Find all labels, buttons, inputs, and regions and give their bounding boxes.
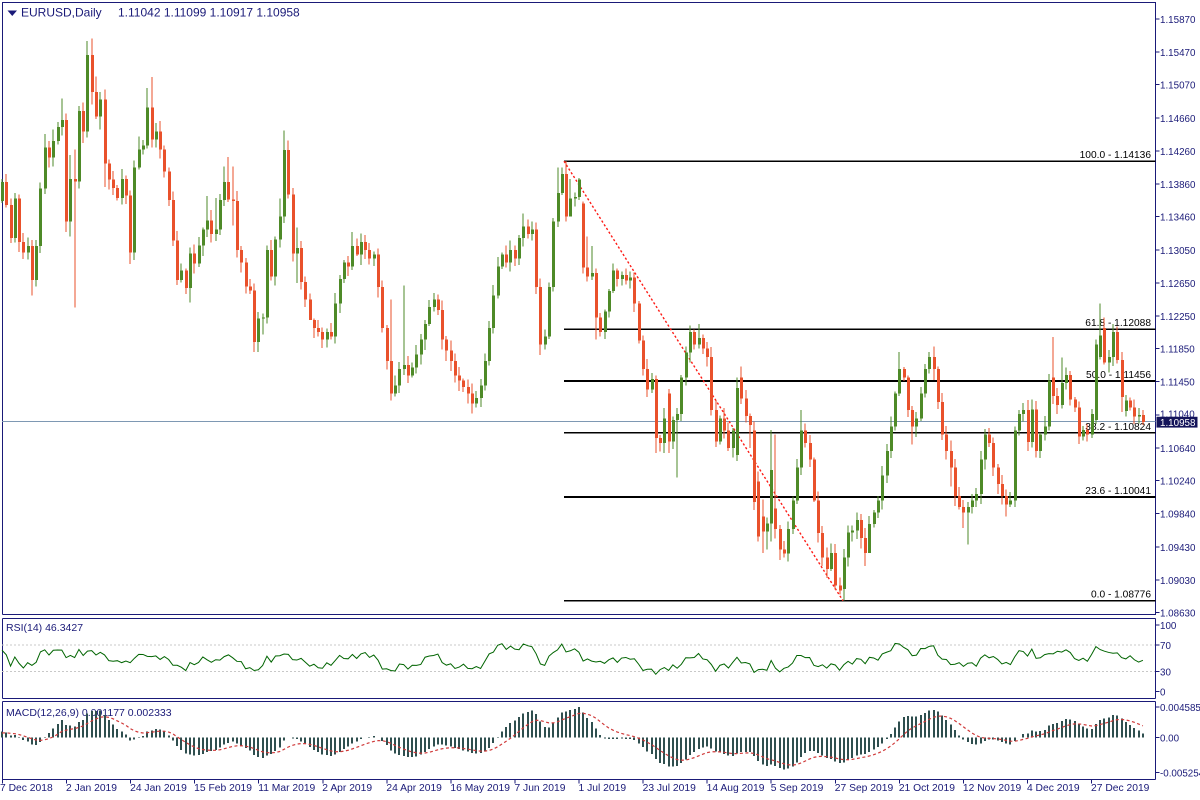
svg-text:1.11850: 1.11850 <box>1160 345 1195 356</box>
svg-text:14 Aug 2019: 14 Aug 2019 <box>707 783 765 794</box>
svg-text:EURUSD,Daily: EURUSD,Daily <box>21 6 102 20</box>
svg-text:MACD(12,26,9) 0.001177 0.00233: MACD(12,26,9) 0.001177 0.002333 <box>6 707 172 719</box>
svg-text:1.15070: 1.15070 <box>1160 81 1196 92</box>
svg-text:1.12250: 1.12250 <box>1160 312 1196 323</box>
svg-text:16 May 2019: 16 May 2019 <box>450 783 510 794</box>
svg-text:1 Jul 2019: 1 Jul 2019 <box>579 783 627 794</box>
svg-text:27 Sep 2019: 27 Sep 2019 <box>835 783 894 794</box>
svg-text:50.0 - 1.11456: 50.0 - 1.11456 <box>1086 370 1151 381</box>
svg-text:1.14260: 1.14260 <box>1160 147 1196 158</box>
svg-text:1.10640: 1.10640 <box>1160 444 1196 455</box>
svg-text:61.8 - 1.12088: 61.8 - 1.12088 <box>1085 318 1151 329</box>
svg-text:1.15470: 1.15470 <box>1160 48 1196 59</box>
svg-text:1.14660: 1.14660 <box>1160 114 1196 125</box>
svg-text:0.00: 0.00 <box>1160 734 1180 745</box>
svg-text:30: 30 <box>1160 668 1171 679</box>
svg-text:0: 0 <box>1160 688 1166 699</box>
svg-text:11 Mar 2019: 11 Mar 2019 <box>258 783 315 794</box>
svg-text:1.13050: 1.13050 <box>1160 246 1196 257</box>
svg-text:23 Jul 2019: 23 Jul 2019 <box>643 783 697 794</box>
svg-text:RSI(14) 46.3427: RSI(14) 46.3427 <box>6 622 83 634</box>
svg-text:1.11450: 1.11450 <box>1160 377 1195 388</box>
svg-text:1.09030: 1.09030 <box>1160 576 1196 587</box>
svg-text:23.6 - 1.10041: 23.6 - 1.10041 <box>1085 486 1151 497</box>
svg-text:12 Nov 2019: 12 Nov 2019 <box>963 783 1022 794</box>
svg-text:-0.005254: -0.005254 <box>1160 768 1200 779</box>
svg-text:1.10958: 1.10958 <box>1160 418 1196 429</box>
svg-text:0.0 - 1.08776: 0.0 - 1.08776 <box>1091 590 1151 601</box>
svg-text:1.10240: 1.10240 <box>1160 477 1196 488</box>
svg-text:1.13860: 1.13860 <box>1160 180 1196 191</box>
svg-text:1.12650: 1.12650 <box>1160 279 1196 290</box>
svg-text:100: 100 <box>1160 621 1177 632</box>
svg-text:21 Oct 2019: 21 Oct 2019 <box>899 783 955 794</box>
svg-text:4 Dec 2019: 4 Dec 2019 <box>1027 783 1080 794</box>
svg-text:2 Jan 2019: 2 Jan 2019 <box>66 783 117 794</box>
svg-text:2 Apr 2019: 2 Apr 2019 <box>322 783 372 794</box>
svg-text:1.13460: 1.13460 <box>1160 213 1196 224</box>
svg-text:24 Jan 2019: 24 Jan 2019 <box>130 783 187 794</box>
svg-text:15 Feb 2019: 15 Feb 2019 <box>194 783 252 794</box>
svg-text:7 Dec 2018: 7 Dec 2018 <box>0 783 53 794</box>
svg-text:24 Apr 2019: 24 Apr 2019 <box>386 783 442 794</box>
svg-text:1.11042 1.11099 1.10917 1.1095: 1.11042 1.11099 1.10917 1.10958 <box>118 6 300 20</box>
svg-text:7 Jun 2019: 7 Jun 2019 <box>514 783 565 794</box>
svg-text:0.004585: 0.004585 <box>1160 703 1200 714</box>
svg-text:1.08630: 1.08630 <box>1160 609 1196 620</box>
svg-text:70: 70 <box>1160 641 1171 652</box>
svg-text:1.11040: 1.11040 <box>1160 409 1195 420</box>
svg-text:38.2 - 1.10824: 38.2 - 1.10824 <box>1085 422 1151 433</box>
svg-text:100.0 - 1.14136: 100.0 - 1.14136 <box>1080 150 1152 161</box>
svg-text:1.15870: 1.15870 <box>1160 15 1196 26</box>
svg-text:5 Sep 2019: 5 Sep 2019 <box>771 783 824 794</box>
svg-text:1.09430: 1.09430 <box>1160 543 1196 554</box>
svg-text:1.09840: 1.09840 <box>1160 509 1196 520</box>
svg-text:27 Dec 2019: 27 Dec 2019 <box>1091 783 1150 794</box>
